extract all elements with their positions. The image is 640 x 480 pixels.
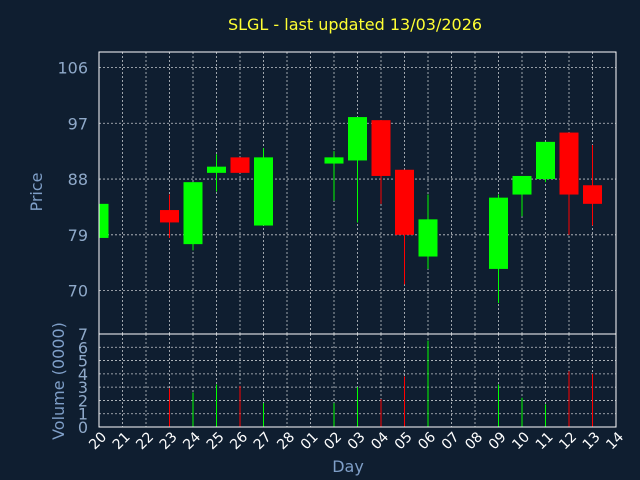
candle-body	[418, 219, 438, 257]
candle-body	[559, 132, 579, 195]
volume-tick-label: 3	[78, 378, 88, 397]
price-tick-label: 79	[68, 226, 88, 245]
x-tick-label: 05	[392, 429, 416, 453]
x-tick-label: 20	[86, 429, 110, 453]
candlestick-series	[98, 117, 602, 304]
candle-body	[183, 182, 203, 245]
x-tick-label: 21	[110, 429, 134, 453]
price-tick-label: 70	[68, 282, 88, 301]
x-tick-label: 24	[180, 429, 204, 453]
volume-tick-label: 2	[78, 391, 88, 410]
price-tick-label: 88	[68, 170, 88, 189]
x-tick-label: 08	[462, 429, 486, 453]
x-tick-label: 28	[274, 429, 298, 453]
price-axis-label: Price	[27, 172, 46, 211]
price-tick-label: 97	[68, 114, 88, 133]
x-tick-label: 03	[345, 429, 369, 453]
volume-tick-label: 6	[78, 338, 88, 357]
candle-body	[371, 120, 391, 176]
volume-tick-label: 5	[78, 352, 88, 371]
price-axis-ticks: 70 79 88 97 106	[57, 58, 88, 300]
candle-body	[99, 203, 109, 238]
x-tick-label: 07	[439, 429, 463, 453]
candle-body	[536, 141, 555, 180]
volume-axis-label: Volume (0000)	[49, 322, 68, 440]
x-tick-label: 22	[133, 429, 157, 453]
x-tick-label: 23	[157, 429, 181, 453]
volume-panel-frame	[98, 333, 617, 428]
volume-tick-label: 0	[78, 418, 88, 437]
price-tick-label: 106	[57, 58, 88, 77]
x-tick-label: 02	[321, 429, 345, 453]
x-axis-label: Day	[332, 457, 364, 476]
x-tick-label: 14	[603, 429, 627, 453]
candle-body	[254, 157, 273, 226]
x-tick-label: 27	[251, 429, 275, 453]
candle-body	[583, 185, 602, 204]
x-tick-label: 12	[556, 429, 580, 453]
x-tick-label: 25	[204, 429, 228, 453]
candle-body	[207, 166, 226, 173]
candle-body	[395, 169, 414, 235]
candle-body	[348, 117, 367, 161]
x-tick-label: 01	[298, 429, 322, 453]
candle-body	[489, 197, 508, 269]
volume-tick-label: 7	[78, 325, 88, 344]
volume-series	[169, 340, 593, 427]
x-tick-label: 26	[227, 429, 251, 453]
x-tick-label: 04	[368, 429, 392, 453]
x-axis-ticks: 20 21 22 23 24 25 26 27 28 01 02 03 04 05 06 07 08 09 10 11…	[86, 429, 627, 453]
volume-tick-label: 1	[78, 405, 88, 424]
x-tick-label: 06	[415, 429, 439, 453]
x-tick-label: 13	[580, 429, 604, 453]
candle-body	[324, 157, 344, 164]
candle-body	[160, 210, 179, 223]
candle-body	[512, 175, 532, 195]
chart-title: SLGL - last updated 13/03/2026	[228, 15, 482, 34]
x-tick-label: 09	[486, 429, 510, 453]
x-tick-label: 11	[533, 429, 557, 453]
volume-tick-label: 4	[78, 365, 88, 384]
candle-body	[230, 157, 250, 173]
x-tick-label: 10	[509, 429, 533, 453]
